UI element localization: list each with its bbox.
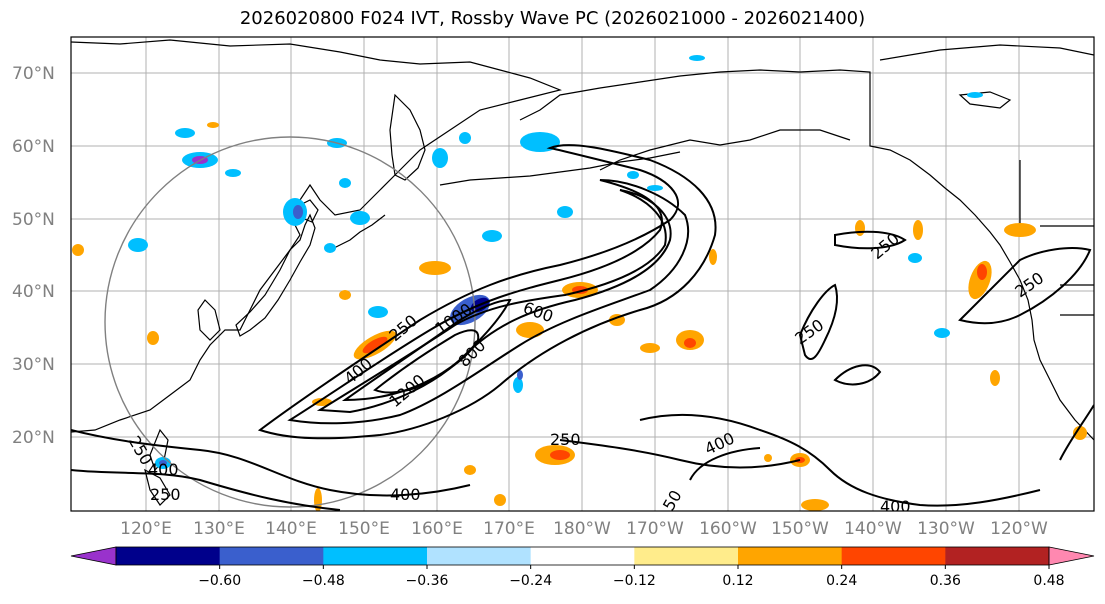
contour-label-400: 400 xyxy=(880,497,911,516)
lon-label: 140°E xyxy=(265,519,317,539)
colorbar-segment xyxy=(530,547,635,565)
colorbar-segment xyxy=(219,547,324,565)
colorbar: −0.60 −0.48 −0.36 −0.24 −0.12 0.12 0.24 0.36 0.4… xyxy=(70,546,1095,589)
lon-label: 130°E xyxy=(193,519,245,539)
lat-label: 50°N xyxy=(12,210,55,230)
longitude-labels: 120°E 130°E 140°E 150°E 160°E 170°E 180°… xyxy=(120,519,1048,539)
colorbar-tick-label: −0.60 xyxy=(198,573,241,589)
colorbar-tick-label: 0.24 xyxy=(826,573,857,589)
lon-label: 170°E xyxy=(483,519,535,539)
coastlines xyxy=(71,39,1094,506)
map-frame xyxy=(70,36,1095,512)
ivt-contours xyxy=(71,144,1094,511)
lon-label: 120°E xyxy=(120,519,172,539)
lat-label: 30°N xyxy=(12,355,55,375)
colorbar-segment xyxy=(323,547,428,565)
colorbar-extend-high xyxy=(1048,546,1095,566)
colorbar-tick-label: −0.48 xyxy=(302,573,345,589)
colorbar-extend-low xyxy=(70,546,117,566)
gridlines xyxy=(71,37,1094,511)
colorbar-outline xyxy=(115,546,1050,566)
rossby-wave-circle xyxy=(104,136,476,508)
lon-label: 180°W xyxy=(553,519,611,539)
colorbar-tick-label: −0.36 xyxy=(406,573,449,589)
colorbar-tick-label: −0.24 xyxy=(509,573,552,589)
lon-label: 170°W xyxy=(626,519,684,539)
contour-label-250: 250 xyxy=(550,430,581,449)
colorbar-segment xyxy=(116,547,221,565)
colorbar-segment xyxy=(738,547,843,565)
colorbar-tick-label: 0.48 xyxy=(1033,573,1064,589)
colorbar-segment xyxy=(427,547,532,565)
lat-label: 40°N xyxy=(12,282,55,302)
contour-label-250: 250 xyxy=(150,485,181,504)
lat-label: 70°N xyxy=(12,64,55,84)
lon-label: 160°W xyxy=(699,519,757,539)
lon-label: 140°W xyxy=(844,519,902,539)
map-title: 2026020800 F024 IVT, Rossby Wave PC (202… xyxy=(239,8,866,29)
lat-label: 60°N xyxy=(12,137,55,157)
colorbar-segment xyxy=(841,547,946,565)
lat-label: 20°N xyxy=(12,428,55,448)
colorbar-tick-label: −0.12 xyxy=(613,573,656,589)
colorbar-tick-label: 0.12 xyxy=(722,573,753,589)
colorbar-segment xyxy=(634,547,739,565)
lon-label: 120°W xyxy=(990,519,1048,539)
colorbar-segment xyxy=(945,547,1050,565)
latitude-labels: 70°N 60°N 50°N 40°N 30°N 20°N xyxy=(12,64,55,448)
lon-label: 150°E xyxy=(338,519,390,539)
contour-label-400: 400 xyxy=(390,485,421,504)
lon-label: 150°W xyxy=(771,519,829,539)
contour-label-400: 400 xyxy=(148,460,179,479)
lon-label: 160°E xyxy=(411,519,463,539)
colorbar-tick-label: 0.36 xyxy=(930,573,961,589)
lon-label: 130°W xyxy=(917,519,975,539)
